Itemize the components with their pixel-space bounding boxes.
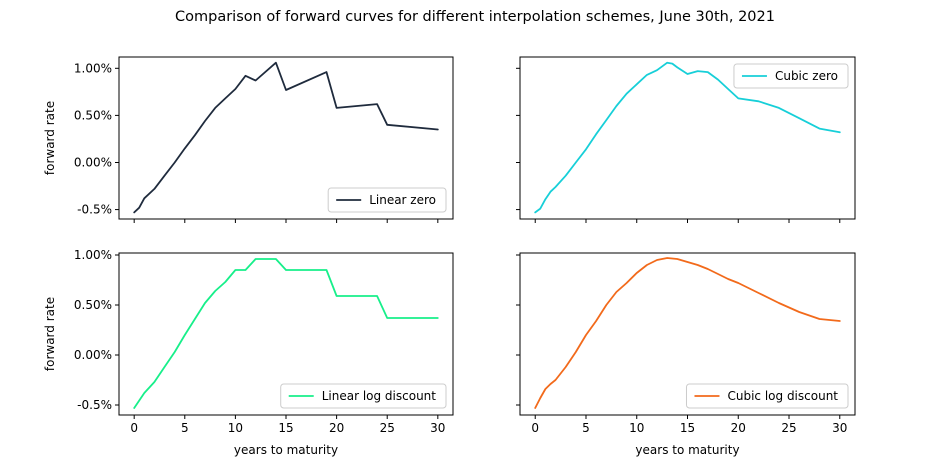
- legend-label: Linear log discount: [322, 389, 437, 403]
- legend: Linear zero: [327, 187, 447, 213]
- x-tick-label: 0: [130, 421, 138, 435]
- legend-label: Cubic log discount: [727, 389, 838, 403]
- legend: Cubic zero: [733, 63, 849, 89]
- x-tick-label: 5: [181, 421, 189, 435]
- y-tick-label: 0.50%: [74, 298, 112, 312]
- legend: Cubic log discount: [685, 383, 849, 409]
- legend-frame: [327, 187, 447, 213]
- subplot-4: 0 5 10 15 20 25 30 years to maturity Cubic log d…: [516, 252, 856, 457]
- series-line-3-1: [133, 258, 439, 409]
- series-line-1-1: [133, 61, 439, 214]
- x-tick-label: 25: [380, 421, 395, 435]
- legend-frame: [685, 383, 849, 409]
- subplot-2: Cubic zero: [516, 56, 856, 223]
- y-axis-label: forward rate: [43, 297, 57, 371]
- y-tick-label: 1.00%: [74, 248, 112, 262]
- y-tick-label: 0.00%: [74, 348, 112, 362]
- x-axis-label: years to maturity: [635, 443, 739, 457]
- legend-label: Cubic zero: [775, 69, 838, 83]
- y-axis-label: forward rate: [43, 101, 57, 175]
- subplot-3: 0 5 10 15 20 25 30 -0.5% 0.00% 0.50% 1.00% forward …: [43, 248, 454, 457]
- subplot-1: -0.5% 0.00% 0.50% 1.00% forward rate Linear z…: [43, 56, 454, 223]
- series-line-2-1: [534, 61, 841, 214]
- x-tick-label: 10: [228, 421, 243, 435]
- y-tick-label: -0.5%: [77, 203, 112, 217]
- legend: Linear log discount: [280, 383, 447, 409]
- y-tick-label: 1.00%: [74, 61, 112, 75]
- x-tick-label: 15: [278, 421, 293, 435]
- legend-frame: [733, 63, 849, 89]
- x-tick-label: 20: [329, 421, 344, 435]
- y-tick-label: 0.50%: [74, 108, 112, 122]
- legend-frame: [280, 383, 447, 409]
- y-tick-label: 0.00%: [74, 155, 112, 169]
- x-tick-label: 0: [531, 421, 539, 435]
- x-tick-label: 10: [629, 421, 644, 435]
- x-tick-label: 5: [582, 421, 590, 435]
- legend-label: Linear zero: [369, 193, 436, 207]
- x-tick-label: 30: [430, 421, 445, 435]
- x-axis-label: years to maturity: [234, 443, 338, 457]
- x-tick-label: 15: [680, 421, 695, 435]
- x-tick-label: 20: [731, 421, 746, 435]
- figure-title: Comparison of forward curves for differe…: [175, 9, 775, 25]
- x-tick-label: 25: [781, 421, 796, 435]
- x-tick-label: 30: [832, 421, 847, 435]
- series-line-4-1: [534, 257, 841, 409]
- y-tick-label: -0.5%: [77, 398, 112, 412]
